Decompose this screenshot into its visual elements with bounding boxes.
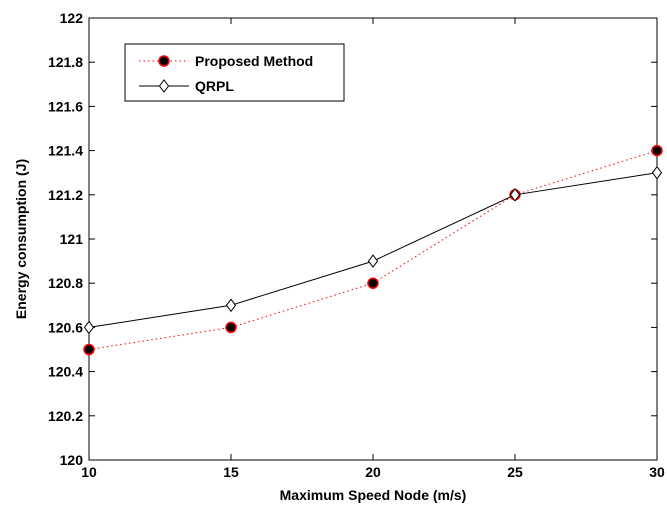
legend-label-2: QRPL <box>195 78 234 94</box>
series-layer <box>83 144 663 356</box>
y-tick-label: 120.4 <box>48 364 83 380</box>
y-tick-label: 121.6 <box>48 98 83 114</box>
series-line-1 <box>88 150 658 350</box>
y-tick-label: 120.8 <box>48 275 83 291</box>
y-tick-label: 122 <box>60 10 84 26</box>
x-axis-label: Maximum Speed Node (m/s) <box>280 487 467 503</box>
series-1-point <box>225 321 237 334</box>
series-2-point <box>225 298 237 313</box>
y-tick-label: 121.8 <box>48 54 83 70</box>
x-tick-label: 30 <box>649 464 665 480</box>
series-1-point <box>651 144 663 157</box>
series-1-point <box>83 343 95 356</box>
series-2-point <box>509 187 521 202</box>
legend-label-1: Proposed Method <box>195 53 313 69</box>
legend-box <box>124 43 345 102</box>
x-axis: 10 15 20 25 30 <box>81 18 665 480</box>
y-tick-label: 120 <box>60 452 84 468</box>
y-tick-label: 121 <box>60 231 84 247</box>
x-tick-label: 25 <box>507 464 523 480</box>
series-1-point <box>367 277 379 289</box>
legend-marker-1 <box>158 55 170 67</box>
legend: Proposed Method QRPL <box>124 43 345 102</box>
y-tick-label: 120.6 <box>48 319 83 335</box>
y-axis: 120 120.2 120.4 120.6 120.8 121 121.2 121.4 121.… <box>48 10 657 468</box>
series-2-point <box>651 165 663 180</box>
y-axis-label: Energy consumption (J) <box>13 159 29 319</box>
series-2-point <box>83 320 95 335</box>
y-tick-label: 121.2 <box>48 187 83 203</box>
y-tick-label: 120.2 <box>48 408 83 424</box>
x-tick-label: 10 <box>81 464 97 480</box>
series-2-point <box>367 254 379 268</box>
y-tick-label: 121.4 <box>48 143 83 159</box>
x-tick-label: 20 <box>365 464 381 480</box>
legend-marker-2 <box>158 79 170 93</box>
x-tick-label: 15 <box>223 464 239 480</box>
